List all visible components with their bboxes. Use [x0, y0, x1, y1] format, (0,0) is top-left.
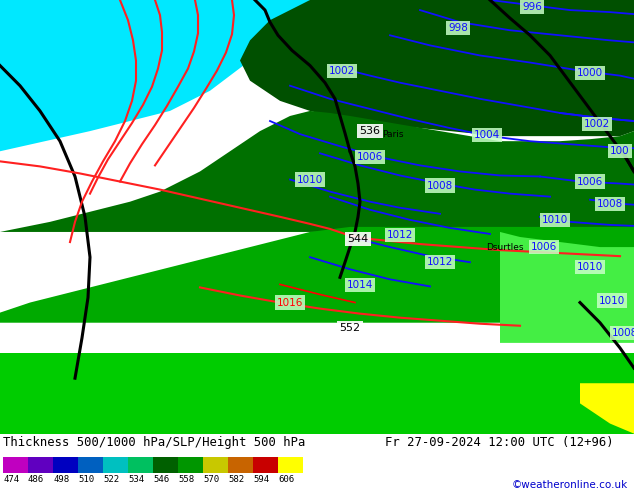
Text: 1008: 1008	[427, 180, 453, 191]
Polygon shape	[240, 0, 634, 136]
Text: 522: 522	[103, 475, 119, 484]
Text: 534: 534	[128, 475, 144, 484]
Text: 1012: 1012	[387, 230, 413, 240]
Text: 546: 546	[153, 475, 169, 484]
Text: 1012: 1012	[427, 257, 453, 267]
Text: 544: 544	[347, 234, 368, 244]
Text: 474: 474	[3, 475, 19, 484]
Text: 1014: 1014	[347, 280, 373, 291]
Bar	[278, 457, 303, 473]
Text: Dsurtles: Dsurtles	[486, 243, 524, 251]
Polygon shape	[0, 313, 634, 434]
Text: 536: 536	[359, 126, 380, 136]
Text: 558: 558	[178, 475, 194, 484]
Bar	[203, 457, 228, 473]
Text: Thickness 500/1000 hPa/SLP/Height 500 hPa: Thickness 500/1000 hPa/SLP/Height 500 hP…	[3, 436, 306, 449]
Text: 1002: 1002	[329, 66, 355, 75]
Text: 1008: 1008	[597, 199, 623, 209]
Text: 1000: 1000	[577, 68, 603, 77]
Text: 606: 606	[278, 475, 294, 484]
Text: 1006: 1006	[577, 176, 603, 187]
Text: Paris: Paris	[382, 130, 403, 139]
Polygon shape	[0, 227, 634, 323]
Text: 570: 570	[203, 475, 219, 484]
Text: 1010: 1010	[542, 215, 568, 225]
Text: 498: 498	[53, 475, 69, 484]
Text: 510: 510	[78, 475, 94, 484]
Polygon shape	[500, 232, 634, 343]
Bar	[228, 457, 253, 473]
Text: Fr 27-09-2024 12:00 UTC (12+96): Fr 27-09-2024 12:00 UTC (12+96)	[385, 436, 614, 449]
Text: 486: 486	[28, 475, 44, 484]
Bar	[28, 457, 53, 473]
Bar	[78, 457, 103, 473]
Bar	[3, 457, 28, 473]
Text: 1008: 1008	[612, 328, 634, 338]
Text: 1006: 1006	[357, 152, 383, 162]
Text: 998: 998	[448, 23, 468, 33]
Text: 1010: 1010	[297, 174, 323, 185]
Bar	[178, 457, 203, 473]
Bar	[103, 457, 128, 473]
Polygon shape	[0, 111, 634, 232]
Bar	[53, 457, 78, 473]
Text: ©weatheronline.co.uk: ©weatheronline.co.uk	[512, 480, 628, 490]
Text: 552: 552	[339, 323, 361, 333]
Text: 1010: 1010	[599, 295, 625, 306]
Text: 582: 582	[228, 475, 244, 484]
Bar	[153, 457, 178, 473]
Text: 1010: 1010	[577, 262, 603, 272]
Polygon shape	[580, 383, 634, 434]
Text: 1016: 1016	[277, 297, 303, 308]
Text: 996: 996	[522, 2, 542, 12]
Text: 594: 594	[253, 475, 269, 484]
Text: 1002: 1002	[584, 119, 610, 129]
Polygon shape	[0, 0, 310, 151]
Bar	[128, 457, 153, 473]
Bar	[253, 457, 278, 473]
Text: 1006: 1006	[531, 242, 557, 252]
Text: 1004: 1004	[474, 130, 500, 140]
Text: 100: 100	[610, 147, 630, 156]
